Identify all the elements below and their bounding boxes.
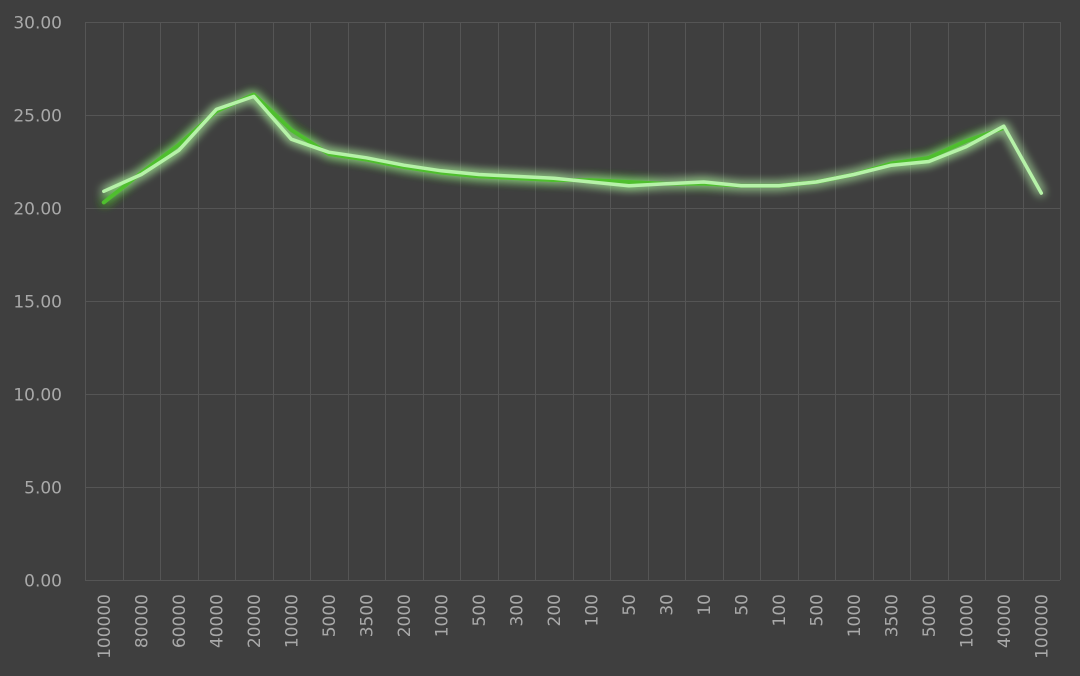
- x-tick-label: 3500: [357, 594, 377, 637]
- x-axis-tick-labels: 100000 80000 60000 40000 20000 10000 5000 3500 2…: [95, 594, 1053, 659]
- x-tick-label: 20000: [245, 594, 265, 648]
- series-line-1: [101, 92, 1006, 205]
- x-tick-label: 5000: [320, 594, 340, 637]
- x-tick-label: 500: [470, 594, 490, 626]
- x-tick-label: 10000: [282, 594, 302, 648]
- x-tick-label: 50: [620, 594, 640, 616]
- y-tick-label: 15.00: [13, 293, 62, 313]
- y-tick-label: 20.00: [13, 200, 62, 220]
- x-tick-label: 200: [545, 594, 565, 626]
- y-tick-label: 30.00: [13, 14, 62, 34]
- x-tick-label: 5000: [920, 594, 940, 637]
- x-tick-label: 100: [582, 594, 602, 626]
- x-tick-label: 300: [507, 594, 527, 626]
- x-tick-label: 60000: [170, 594, 190, 648]
- x-tick-label: 3500: [882, 594, 902, 637]
- x-tick-label: 100000: [1032, 594, 1052, 659]
- x-tick-label: 2000: [395, 594, 415, 637]
- x-tick-label: 1000: [845, 594, 865, 637]
- x-tick-label: 40000: [995, 594, 1015, 648]
- series-lines: [101, 92, 1044, 205]
- y-axis-tick-labels: 0.00 5.00 10.00 15.00 20.00 25.00 30.00: [13, 14, 62, 592]
- x-tick-label: 1000: [432, 594, 452, 637]
- x-tick-label: 500: [807, 594, 827, 626]
- y-tick-label: 25.00: [13, 107, 62, 127]
- x-tick-label: 30: [657, 594, 677, 616]
- x-tick-label: 50: [732, 594, 752, 616]
- x-tick-label: 40000: [207, 594, 227, 648]
- x-tick-label: 100: [770, 594, 790, 626]
- x-tick-label: 10: [695, 594, 715, 616]
- x-tick-label: 100000: [95, 594, 115, 659]
- x-tick-label: 10000: [957, 594, 977, 648]
- y-tick-label: 5.00: [24, 479, 62, 499]
- y-tick-label: 0.00: [24, 572, 62, 592]
- x-tick-label: 80000: [132, 594, 152, 648]
- y-tick-label: 10.00: [13, 386, 62, 406]
- series-line-2: [102, 94, 1044, 195]
